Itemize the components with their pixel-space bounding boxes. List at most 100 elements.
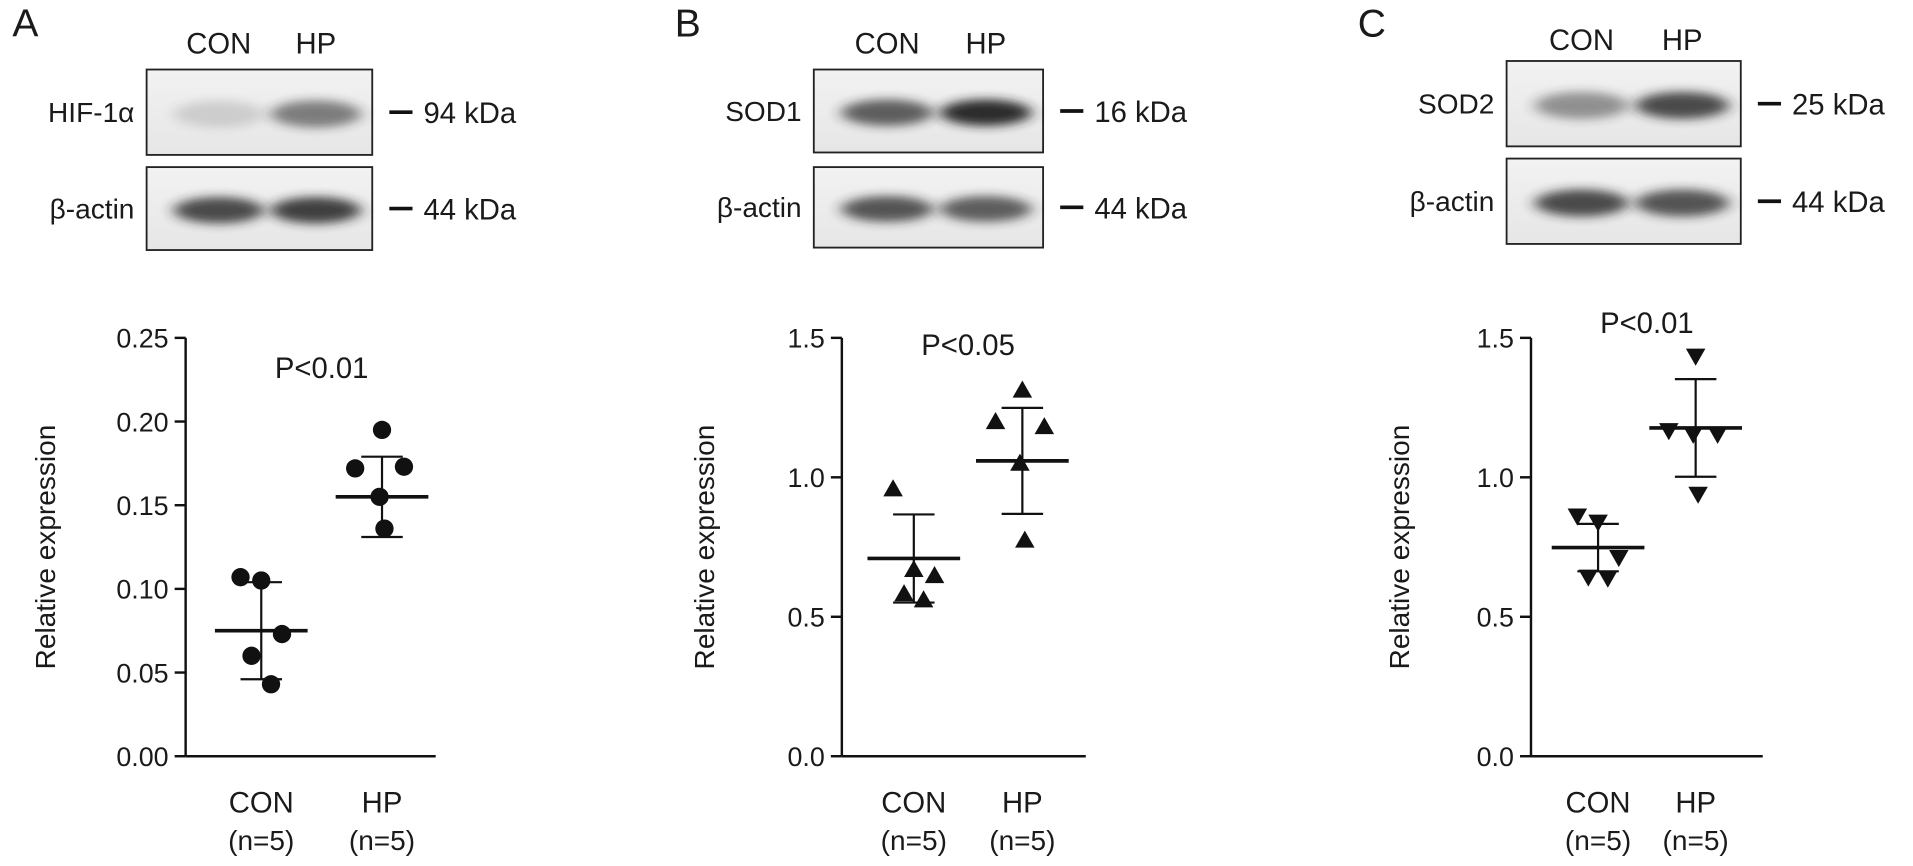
x-tick-label: HP — [1675, 787, 1716, 819]
data-point — [1567, 508, 1588, 526]
group-size-label: (n=5) — [989, 825, 1055, 856]
y-axis-label: Relative expression — [30, 425, 61, 670]
group-size-label: (n=5) — [228, 825, 294, 856]
kda-label: 44 kDa — [423, 195, 516, 227]
blot-band — [1534, 189, 1629, 217]
lane-label: CON — [1549, 25, 1614, 57]
protein-label: β-actin — [1410, 186, 1495, 217]
protein-label: SOD1 — [725, 96, 801, 127]
data-point — [1010, 453, 1030, 471]
y-tick-label: 0.5 — [1477, 603, 1514, 633]
blot-band — [939, 99, 1032, 126]
blot-band — [270, 197, 361, 224]
panel-label: B — [675, 3, 701, 46]
y-tick-label: 1.5 — [1477, 324, 1514, 354]
western-blot — [145, 68, 374, 156]
data-point — [894, 584, 914, 602]
data-point — [985, 412, 1006, 430]
x-tick-label: HP — [362, 787, 403, 819]
group-size-label: (n=5) — [1663, 825, 1729, 856]
y-axis-label: Relative expression — [1384, 425, 1415, 670]
y-axis-label: Relative expression — [689, 425, 720, 670]
data-point — [1588, 514, 1608, 532]
western-blot — [812, 166, 1045, 249]
panel-label: A — [12, 3, 38, 46]
y-tick-label: 0.05 — [116, 658, 168, 688]
data-point — [1609, 550, 1629, 568]
p-value: P<0.01 — [275, 353, 369, 385]
kda-label: 44 kDa — [1792, 187, 1885, 219]
western-blot — [812, 68, 1045, 154]
y-tick-label: 1.0 — [787, 463, 824, 493]
group-size-label: (n=5) — [881, 825, 947, 856]
y-tick-label: 0.15 — [116, 491, 168, 521]
blot-band — [1635, 91, 1730, 119]
blot-band — [270, 100, 361, 128]
p-value: P<0.05 — [921, 330, 1015, 362]
data-point — [252, 571, 271, 590]
data-point — [242, 646, 261, 665]
blot-band — [173, 100, 264, 128]
protein-label: β-actin — [717, 192, 802, 223]
p-value: P<0.01 — [1600, 308, 1694, 340]
data-point — [1688, 486, 1708, 504]
y-tick-label: 0.20 — [116, 407, 168, 437]
data-point — [1034, 417, 1055, 435]
y-tick-label: 1.0 — [1477, 463, 1514, 493]
data-point — [1659, 423, 1679, 441]
group-size-label: (n=5) — [1565, 825, 1631, 856]
blot-band — [841, 99, 934, 126]
y-tick-label: 0.00 — [116, 742, 168, 772]
data-point — [1012, 380, 1033, 398]
x-tick-label: HP — [1002, 787, 1043, 819]
data-point — [346, 459, 365, 478]
x-tick-label: CON — [1566, 787, 1631, 819]
data-point — [913, 590, 934, 608]
blot-band — [939, 196, 1032, 222]
group-size-label: (n=5) — [349, 825, 415, 856]
western-blot — [145, 166, 374, 251]
lane-label: CON — [855, 29, 920, 61]
data-point — [1683, 426, 1703, 444]
y-tick-label: 0.0 — [787, 742, 824, 772]
blot-band — [1534, 91, 1629, 119]
protein-label: HIF-1α — [48, 97, 134, 128]
lane-label: HP — [1662, 25, 1703, 57]
y-tick-label: 1.5 — [787, 324, 824, 354]
panel: C CON HP SOD2 25 kDa β-actin 44 kDa 0.0 0.5 1.0 1.… — [1358, 3, 1886, 857]
x-tick-label: CON — [881, 787, 946, 819]
blot-band — [173, 197, 264, 224]
kda-label: 25 kDa — [1792, 90, 1885, 122]
western-blot — [1505, 157, 1742, 245]
data-point — [924, 566, 945, 584]
data-point — [883, 479, 903, 497]
panel: A CON HP HIF-1α 94 kDa β-actin 44 kDa 0.00 0.05 0… — [12, 3, 516, 857]
data-point — [370, 487, 389, 506]
blot-band — [1635, 189, 1730, 217]
blot-band — [841, 196, 934, 222]
kda-label: 16 kDa — [1094, 97, 1187, 129]
protein-label: SOD2 — [1418, 88, 1494, 119]
kda-label: 94 kDa — [423, 98, 516, 130]
y-tick-label: 0.0 — [1477, 742, 1514, 772]
data-point — [1598, 570, 1618, 588]
y-tick-label: 0.25 — [116, 324, 168, 354]
panel-label: C — [1358, 3, 1386, 46]
data-point — [904, 559, 924, 577]
kda-label: 44 kDa — [1094, 193, 1187, 225]
data-point — [394, 457, 414, 476]
data-point — [272, 624, 292, 644]
western-blot — [1505, 60, 1742, 148]
data-point — [1015, 530, 1035, 548]
data-point — [1578, 569, 1599, 587]
protein-label: β-actin — [50, 193, 135, 224]
lane-label: HP — [965, 29, 1006, 61]
data-point — [1685, 348, 1706, 366]
panel: B CON HP SOD1 16 kDa β-actin 44 kDa 0.0 0.5 1.0 1.… — [675, 3, 1188, 857]
data-point — [231, 568, 250, 587]
data-point — [372, 420, 392, 440]
y-tick-label: 0.5 — [787, 603, 824, 633]
lane-label: HP — [296, 29, 337, 61]
